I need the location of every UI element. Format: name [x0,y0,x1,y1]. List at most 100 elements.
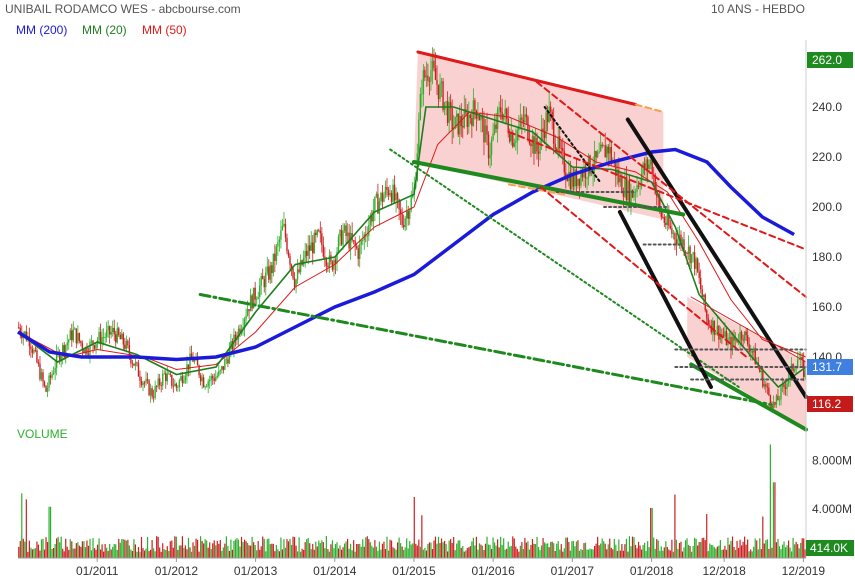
volume-bar [213,540,215,558]
volume-bar [77,542,79,558]
candle-body [660,209,662,217]
candle-body [474,100,476,111]
trendline [411,160,686,217]
time-tick-label: 12/2018 [702,564,746,578]
volume-bar [484,543,487,558]
candle-body [498,107,500,110]
volume-bar [783,541,785,558]
volume-bar [610,547,612,558]
candle-body [428,80,431,82]
volume-bar [725,549,728,558]
volume-bar [768,548,770,558]
candle-body [62,345,64,356]
candle-body [448,102,450,123]
candle-body [456,113,458,117]
volume-bar [87,545,90,558]
candle-body [677,238,679,245]
volume-bar [22,538,24,558]
volume-bar [315,541,317,558]
trendline [416,50,638,106]
candle-body [521,117,523,120]
candle-body [128,345,131,355]
candle-body [452,128,455,130]
volume-bar [206,540,208,558]
time-tick-label: 01/2013 [234,564,278,578]
candle-body [786,383,788,389]
volume-bar [450,539,452,558]
volume-bar [683,547,685,558]
candle-body [178,380,181,387]
candle-body [146,379,149,381]
volume-bar [692,545,694,558]
volume-bar [119,542,121,558]
volume-bar [630,546,632,558]
volume-bar [775,542,778,558]
candle-body [280,230,282,240]
candle-body [372,210,375,222]
candle-body [665,222,667,225]
volume-bar [648,547,650,558]
volume-bar [740,545,743,558]
candle-body [715,332,717,335]
volume-bar [224,543,226,558]
volume-bar [234,539,237,558]
candle-body [201,377,203,382]
candle-body [721,333,723,336]
candle-body [204,386,206,388]
trendline [508,183,566,196]
volume-bar [272,543,274,558]
candle-body [259,285,261,297]
candle-body [706,310,708,319]
candle-body [716,325,719,333]
volume-bar [387,550,390,558]
volume-bar [28,540,30,558]
badge-last-value: 131.7 [812,360,842,374]
volume-bar [189,547,191,558]
candle-body [663,217,666,223]
candle-body [784,387,787,389]
volume-bar [528,549,531,558]
candle-body [163,373,165,375]
volume-bar [640,549,643,558]
volume-bar [507,541,509,558]
candle-body [763,384,766,387]
volume-bar [393,548,396,558]
volume-bar [690,551,693,558]
volume-bar [657,540,659,558]
candle-body [454,116,456,129]
volume-bar [125,540,127,558]
volume-bar [751,551,753,558]
volume-bar [196,539,199,558]
candle-body [174,383,176,387]
trendline [535,81,807,298]
volume-bar [609,538,611,558]
volume-bar [322,542,324,558]
volume-bar [157,536,159,558]
time-tick-label: 01/2017 [551,564,595,578]
candle-body [712,320,714,333]
volume-bar [530,544,532,558]
volume-bar [718,545,720,558]
volume-bar [78,545,80,558]
volume-bar [524,537,526,558]
volume-bar [93,548,96,558]
candle-body [724,331,726,337]
volume-bar [62,548,64,558]
volume-bar [372,547,374,558]
candle-body [495,124,497,129]
candle-body [689,246,691,264]
candle-body [551,111,553,120]
volume-bar [359,543,361,558]
candle-body [136,362,138,364]
volume-bar [246,542,249,558]
volume-bar [363,546,365,558]
volume-bar [336,542,338,558]
candle-body [565,172,567,178]
volume-bar [231,549,234,558]
candle-body [116,328,118,343]
candle-body [307,245,309,256]
volume-bar [427,543,429,558]
volume-bar [433,540,435,558]
candle-body [386,186,388,191]
candle-body [487,134,490,159]
